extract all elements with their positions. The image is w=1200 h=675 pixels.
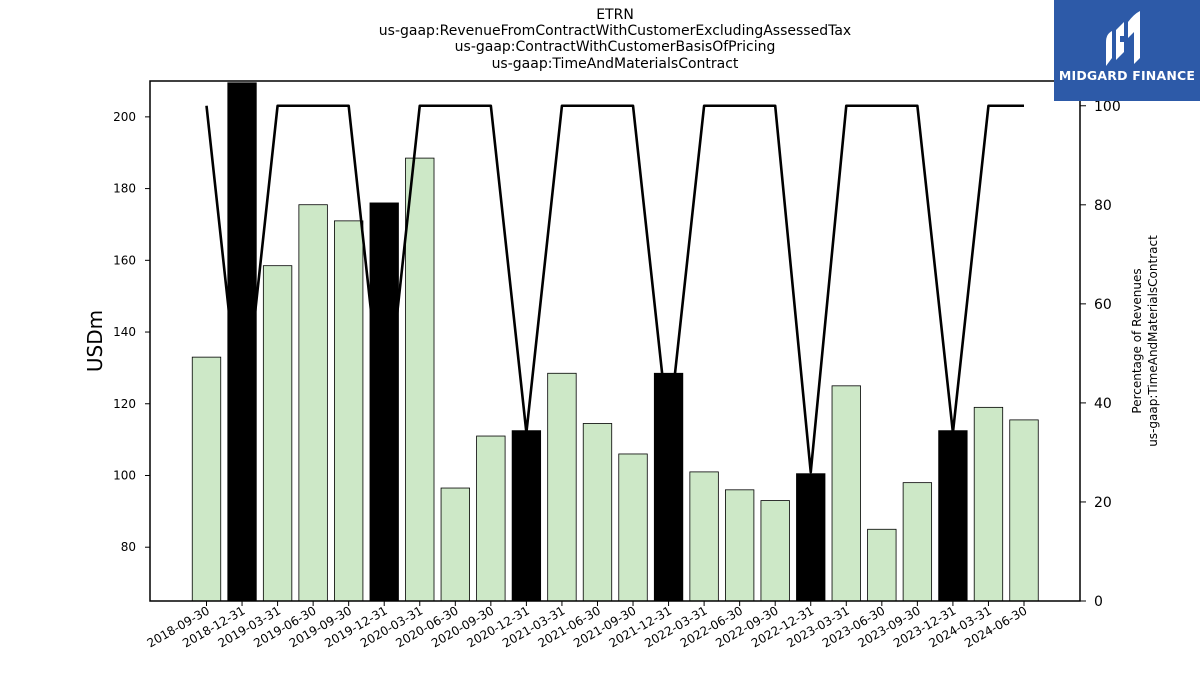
- bar-2022-06-30: [725, 489, 755, 602]
- y-right-tick-label: 80: [1094, 198, 1112, 214]
- y-right-tick-label: 60: [1094, 297, 1112, 313]
- y-tick-label: 140: [113, 325, 136, 339]
- y-tick-label: 80: [121, 540, 136, 554]
- y-tick-label: 120: [113, 397, 136, 411]
- chart-title-line-2: us-gaap:RevenueFromContractWithCustomerE…: [378, 23, 852, 39]
- midgard-logo-icon: [1106, 11, 1140, 66]
- bars-group: [191, 82, 1039, 602]
- chart-title-line-1: ETRN: [596, 7, 634, 23]
- bar-2021-12-31: [653, 372, 684, 602]
- bar-2024-06-30: [1009, 419, 1039, 602]
- bar-2019-06-30: [298, 204, 328, 602]
- bar-2022-09-30: [760, 500, 790, 602]
- chart-title-line-4: us-gaap:TimeAndMaterialsContract: [491, 56, 739, 72]
- bar-2023-09-30: [902, 482, 933, 602]
- bar-2024-03-31: [973, 406, 1004, 602]
- bar-2022-12-31: [796, 473, 826, 602]
- bar-2020-06-30: [440, 487, 470, 602]
- bar-2021-06-30: [582, 423, 613, 602]
- bar-2023-12-31: [938, 430, 968, 602]
- y-right-tick-label: 100: [1094, 99, 1121, 115]
- bar-2022-03-31: [689, 471, 719, 602]
- line-group: [205, 104, 1024, 474]
- bar-2023-06-30: [867, 528, 897, 602]
- plot-frame: [149, 80, 1081, 602]
- y-tick-label: 180: [113, 182, 136, 196]
- bar-2019-12-31: [369, 202, 399, 602]
- bar-2018-09-30: [191, 356, 222, 602]
- y-right-tick-label: 40: [1094, 396, 1112, 412]
- y-right-tick-label: 20: [1094, 495, 1112, 511]
- y-axis-left: 80 100 120 140 160 180 200: [113, 110, 150, 554]
- y-axis-label: USDm: [83, 310, 107, 372]
- bar-2023-03-31: [831, 385, 861, 602]
- chart-title-line-3: us-gaap:ContractWithCustomerBasisOfPrici…: [454, 39, 776, 55]
- brand-logo-text: MIDGARD FINANCE: [1058, 68, 1196, 83]
- bar-2021-03-31: [547, 372, 577, 602]
- y-axis-right: 0 20 40 60 80 100: [1080, 99, 1121, 610]
- percentage-line: [205, 104, 1024, 474]
- bar-2019-09-30: [334, 220, 364, 602]
- brand-logo: MIDGARD FINANCE: [1054, 0, 1200, 101]
- bar-2020-03-31: [405, 157, 435, 602]
- bar-2020-09-30: [476, 435, 506, 602]
- bar-2021-09-30: [618, 453, 648, 602]
- bar-2020-12-31: [511, 430, 542, 602]
- y-tick-label: 160: [113, 253, 136, 267]
- y-axis-right-label-line-1: Percentage of Revenues: [1130, 268, 1144, 413]
- bar-2019-03-31: [262, 265, 293, 602]
- y-right-tick-label: 0: [1094, 594, 1103, 610]
- y-tick-label: 100: [113, 468, 136, 482]
- y-tick-label: 200: [113, 110, 136, 124]
- x-axis: 2018-09-302018-12-312019-03-312019-06-30…: [145, 601, 1030, 650]
- y-axis-right-label-line-2: us-gaap:TimeAndMaterialsContract: [1146, 235, 1160, 447]
